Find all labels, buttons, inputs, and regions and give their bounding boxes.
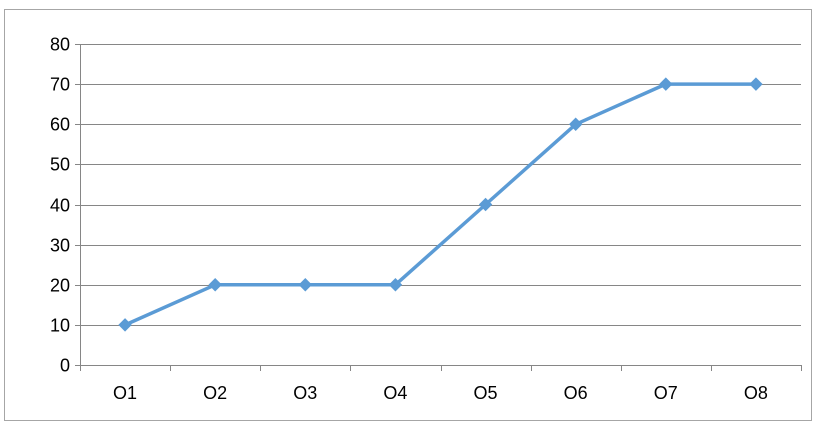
data-point-o6 xyxy=(568,117,583,131)
series-line-0 xyxy=(123,82,758,327)
axes xyxy=(75,44,802,371)
y-tick-label: 80 xyxy=(50,35,70,55)
x-tick-labels: O1 O2 O3 O4 O5 O6 O7 O8 xyxy=(113,383,768,403)
x-tick-label-o1: O1 xyxy=(113,383,137,403)
series-layer xyxy=(118,77,763,332)
data-point-o2 xyxy=(208,278,222,292)
y-tick-label: 20 xyxy=(50,276,70,296)
y-tick-label: 40 xyxy=(50,196,70,216)
y-tick-label: 50 xyxy=(50,155,70,175)
x-tick-label-o2: O2 xyxy=(203,383,227,403)
x-tick-label-o3: O3 xyxy=(293,383,317,403)
y-tick-label: 10 xyxy=(50,316,70,336)
data-point-o7 xyxy=(659,77,673,91)
x-tick-label-o8: O8 xyxy=(744,383,768,403)
y-tick-label: 0 xyxy=(60,356,70,376)
data-point-o4 xyxy=(388,278,403,292)
gridlines xyxy=(80,44,801,326)
x-tick-label-o5: O5 xyxy=(474,383,498,403)
x-tick-label-o4: O4 xyxy=(383,383,407,403)
data-point-o5 xyxy=(478,197,493,212)
chart-frame xyxy=(4,9,812,421)
y-tick-label: 60 xyxy=(50,115,70,135)
data-point-o8 xyxy=(749,77,763,91)
x-tick-label-o6: O6 xyxy=(564,383,588,403)
data-point-o1 xyxy=(118,318,132,332)
y-tick-labels: 0 10 20 30 40 50 60 70 80 xyxy=(50,35,70,376)
data-point-o3 xyxy=(298,278,313,292)
x-tick-label-o7: O7 xyxy=(654,383,678,403)
y-tick-label: 70 xyxy=(50,75,70,95)
y-tick-label: 30 xyxy=(50,236,70,256)
